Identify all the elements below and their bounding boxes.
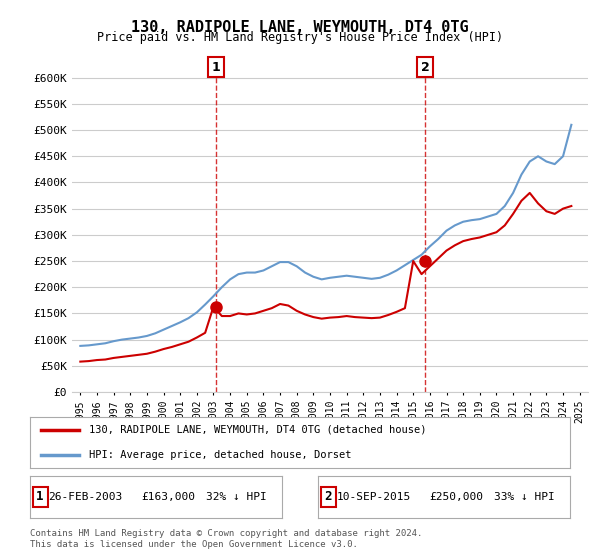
Text: 130, RADIPOLE LANE, WEYMOUTH, DT4 0TG (detached house): 130, RADIPOLE LANE, WEYMOUTH, DT4 0TG (d… xyxy=(89,425,427,435)
Text: 32% ↓ HPI: 32% ↓ HPI xyxy=(206,492,267,502)
Text: 26-FEB-2003: 26-FEB-2003 xyxy=(49,492,122,502)
Text: Price paid vs. HM Land Registry's House Price Index (HPI): Price paid vs. HM Land Registry's House … xyxy=(97,31,503,44)
Text: HPI: Average price, detached house, Dorset: HPI: Average price, detached house, Dors… xyxy=(89,450,352,460)
Text: 130, RADIPOLE LANE, WEYMOUTH, DT4 0TG: 130, RADIPOLE LANE, WEYMOUTH, DT4 0TG xyxy=(131,20,469,35)
Text: Contains HM Land Registry data © Crown copyright and database right 2024.
This d: Contains HM Land Registry data © Crown c… xyxy=(30,529,422,549)
Text: 2: 2 xyxy=(325,491,332,503)
Text: 1: 1 xyxy=(212,60,220,74)
Text: £163,000: £163,000 xyxy=(142,492,196,502)
Text: 33% ↓ HPI: 33% ↓ HPI xyxy=(494,492,555,502)
Text: 2: 2 xyxy=(421,60,429,74)
Text: 10-SEP-2015: 10-SEP-2015 xyxy=(337,492,410,502)
Text: 1: 1 xyxy=(37,491,44,503)
Text: £250,000: £250,000 xyxy=(430,492,484,502)
